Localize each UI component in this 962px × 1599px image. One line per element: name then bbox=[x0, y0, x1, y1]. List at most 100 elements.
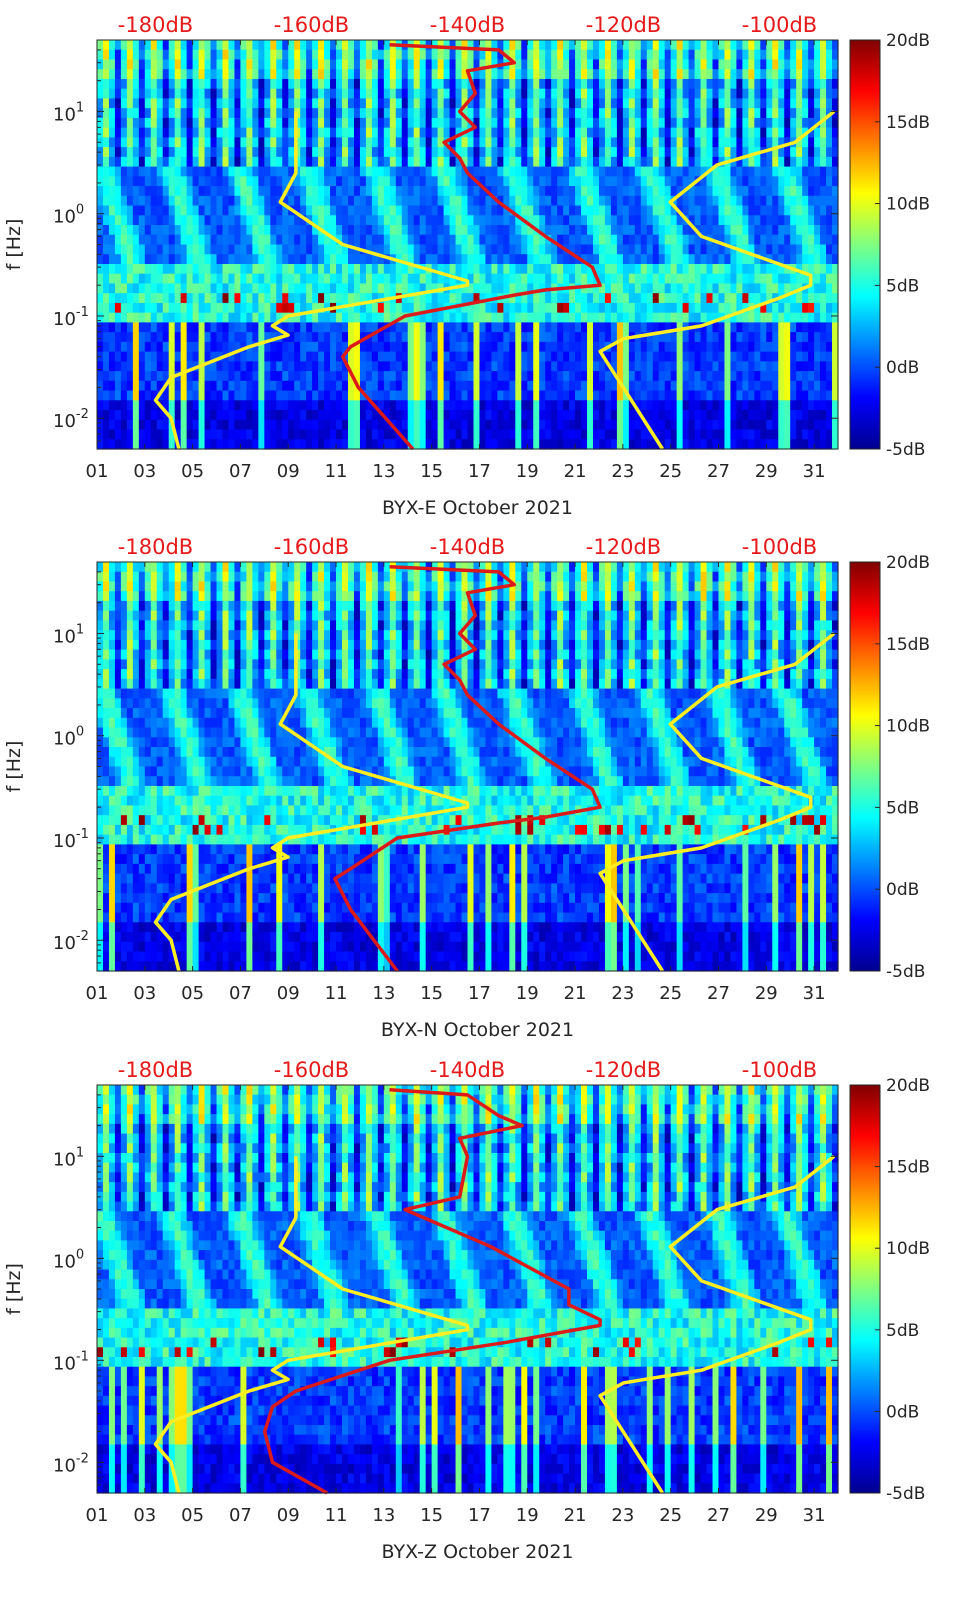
colorbar-tick-label: -5dB bbox=[886, 962, 925, 982]
colorbar-tick-label: 10dB bbox=[886, 717, 930, 737]
y-tick-label: 101 bbox=[53, 622, 84, 647]
x-tick-label: 23 bbox=[611, 461, 634, 482]
x-tick-label: 27 bbox=[707, 983, 730, 1004]
top-db-tick-label: -140dB bbox=[430, 1058, 505, 1082]
colorbar-tick-label: 5dB bbox=[886, 276, 919, 296]
x-tick-label: 27 bbox=[707, 461, 730, 482]
x-tick-label: 21 bbox=[564, 1505, 587, 1526]
top-db-tick-label: -140dB bbox=[430, 13, 505, 37]
noise-model-low-curve bbox=[153, 1156, 470, 1494]
noise-model-high-curve bbox=[598, 632, 836, 972]
x-tick-label: 07 bbox=[229, 1505, 252, 1526]
colorbar-tick-label: 0dB bbox=[886, 880, 919, 900]
x-tick-label: 09 bbox=[277, 461, 300, 482]
y-tick-label: 101 bbox=[53, 1145, 84, 1170]
x-tick-label: 19 bbox=[516, 1505, 539, 1526]
spectrogram-panel: 01 03 05 07 09 11 13 15 17 19 21 23 25 27 29 31 10-2 10-1… bbox=[3, 13, 930, 519]
x-tick-label: 25 bbox=[659, 1505, 682, 1526]
y-tick-label: 100 bbox=[53, 1247, 84, 1272]
colorbar-tick-label: -5dB bbox=[886, 1484, 925, 1504]
top-db-tick-label: -160dB bbox=[274, 13, 349, 37]
x-tick-label: 05 bbox=[181, 1505, 204, 1526]
x-tick-label: 15 bbox=[420, 461, 443, 482]
colorbar bbox=[849, 39, 881, 450]
colorbar-tick-label: 5dB bbox=[886, 1321, 919, 1341]
spectrogram-heatmap bbox=[97, 562, 839, 972]
top-db-tick-label: -100dB bbox=[742, 535, 817, 559]
top-db-tick-label: -180dB bbox=[118, 535, 193, 559]
x-tick-label: 19 bbox=[516, 461, 539, 482]
colorbar-tick-label: 20dB bbox=[886, 31, 930, 51]
top-db-tick-label: -180dB bbox=[118, 1058, 193, 1082]
top-db-tick-label: -120dB bbox=[586, 1058, 661, 1082]
x-tick-label: 07 bbox=[229, 461, 252, 482]
x-tick-label: 01 bbox=[86, 1505, 109, 1526]
top-db-tick-label: -120dB bbox=[586, 13, 661, 37]
x-tick-label: 01 bbox=[86, 461, 109, 482]
colorbar-tick-label: 0dB bbox=[886, 358, 919, 378]
x-tick-label: 11 bbox=[325, 1505, 348, 1526]
noise-model-low-curve bbox=[153, 111, 470, 450]
noise-model-high-curve bbox=[598, 110, 836, 450]
top-db-tick-label: -140dB bbox=[430, 535, 505, 559]
colorbar bbox=[849, 561, 881, 972]
x-tick-label: 29 bbox=[755, 1505, 778, 1526]
x-tick-label: 05 bbox=[181, 461, 204, 482]
spectrogram-panel: 01 03 05 07 09 11 13 15 17 19 21 23 25 27 29 31 10-2 10-1… bbox=[3, 1058, 930, 1563]
x-axis-label: BYX-N October 2021 bbox=[381, 1019, 574, 1041]
x-tick-label: 17 bbox=[468, 461, 491, 482]
y-tick-label: 10-1 bbox=[53, 305, 89, 330]
top-db-tick-label: -180dB bbox=[118, 13, 193, 37]
x-tick-label: 11 bbox=[325, 461, 348, 482]
x-tick-label: 13 bbox=[372, 983, 395, 1004]
noise-model-low-curve bbox=[153, 633, 470, 972]
x-tick-label: 15 bbox=[420, 1505, 443, 1526]
top-db-tick-label: -100dB bbox=[742, 1058, 817, 1082]
y-tick-label: 10-2 bbox=[53, 407, 89, 432]
x-tick-label: 17 bbox=[468, 983, 491, 1004]
x-tick-label: 27 bbox=[707, 1505, 730, 1526]
x-tick-label: 17 bbox=[468, 1505, 491, 1526]
x-tick-label: 11 bbox=[325, 983, 348, 1004]
colorbar-tick-label: 10dB bbox=[886, 1239, 930, 1259]
colorbar bbox=[849, 1084, 881, 1494]
x-tick-label: 03 bbox=[133, 1505, 156, 1526]
colorbar-tick-label: 15dB bbox=[886, 113, 930, 133]
y-tick-label: 10-2 bbox=[53, 1451, 89, 1476]
x-tick-label: 13 bbox=[372, 461, 395, 482]
colorbar-tick-label: 15dB bbox=[886, 1158, 930, 1178]
x-tick-label: 25 bbox=[659, 983, 682, 1004]
colorbar-tick-label: 15dB bbox=[886, 635, 930, 655]
x-tick-label: 09 bbox=[277, 1505, 300, 1526]
y-tick-label: 100 bbox=[53, 203, 84, 228]
x-tick-label: 01 bbox=[86, 983, 109, 1004]
x-tick-label: 29 bbox=[755, 983, 778, 1004]
x-axis-label: BYX-Z October 2021 bbox=[381, 1541, 573, 1563]
colorbar-tick-label: 20dB bbox=[886, 1076, 930, 1096]
psd-curve-red bbox=[262, 1087, 602, 1495]
x-tick-label: 29 bbox=[755, 461, 778, 482]
top-db-tick-label: -120dB bbox=[586, 535, 661, 559]
x-tick-label: 23 bbox=[611, 983, 634, 1004]
x-tick-label: 03 bbox=[133, 983, 156, 1004]
spectrogram-heatmap bbox=[97, 40, 839, 450]
x-tick-label: 09 bbox=[277, 983, 300, 1004]
colorbar-tick-label: -5dB bbox=[886, 440, 925, 460]
psd-curve-red bbox=[340, 42, 602, 451]
y-tick-label: 101 bbox=[53, 100, 84, 125]
y-axis-label: f [Hz] bbox=[3, 219, 25, 271]
x-tick-label: 31 bbox=[803, 1505, 826, 1526]
y-tick-label: 100 bbox=[53, 725, 84, 750]
colorbar-tick-label: 5dB bbox=[886, 798, 919, 818]
spectrogram-heatmap bbox=[97, 1085, 839, 1494]
y-axis-label: f [Hz] bbox=[3, 1263, 25, 1315]
noise-model-high-curve bbox=[598, 1154, 836, 1494]
psd-curve-red bbox=[333, 564, 602, 973]
x-tick-label: 05 bbox=[181, 983, 204, 1004]
y-tick-label: 10-2 bbox=[53, 929, 89, 954]
x-tick-label: 31 bbox=[803, 983, 826, 1004]
spectrogram-panel: 01 03 05 07 09 11 13 15 17 19 21 23 25 27 29 31 10-2 10-1… bbox=[3, 535, 930, 1041]
x-tick-label: 15 bbox=[420, 983, 443, 1004]
top-db-tick-label: -160dB bbox=[274, 535, 349, 559]
